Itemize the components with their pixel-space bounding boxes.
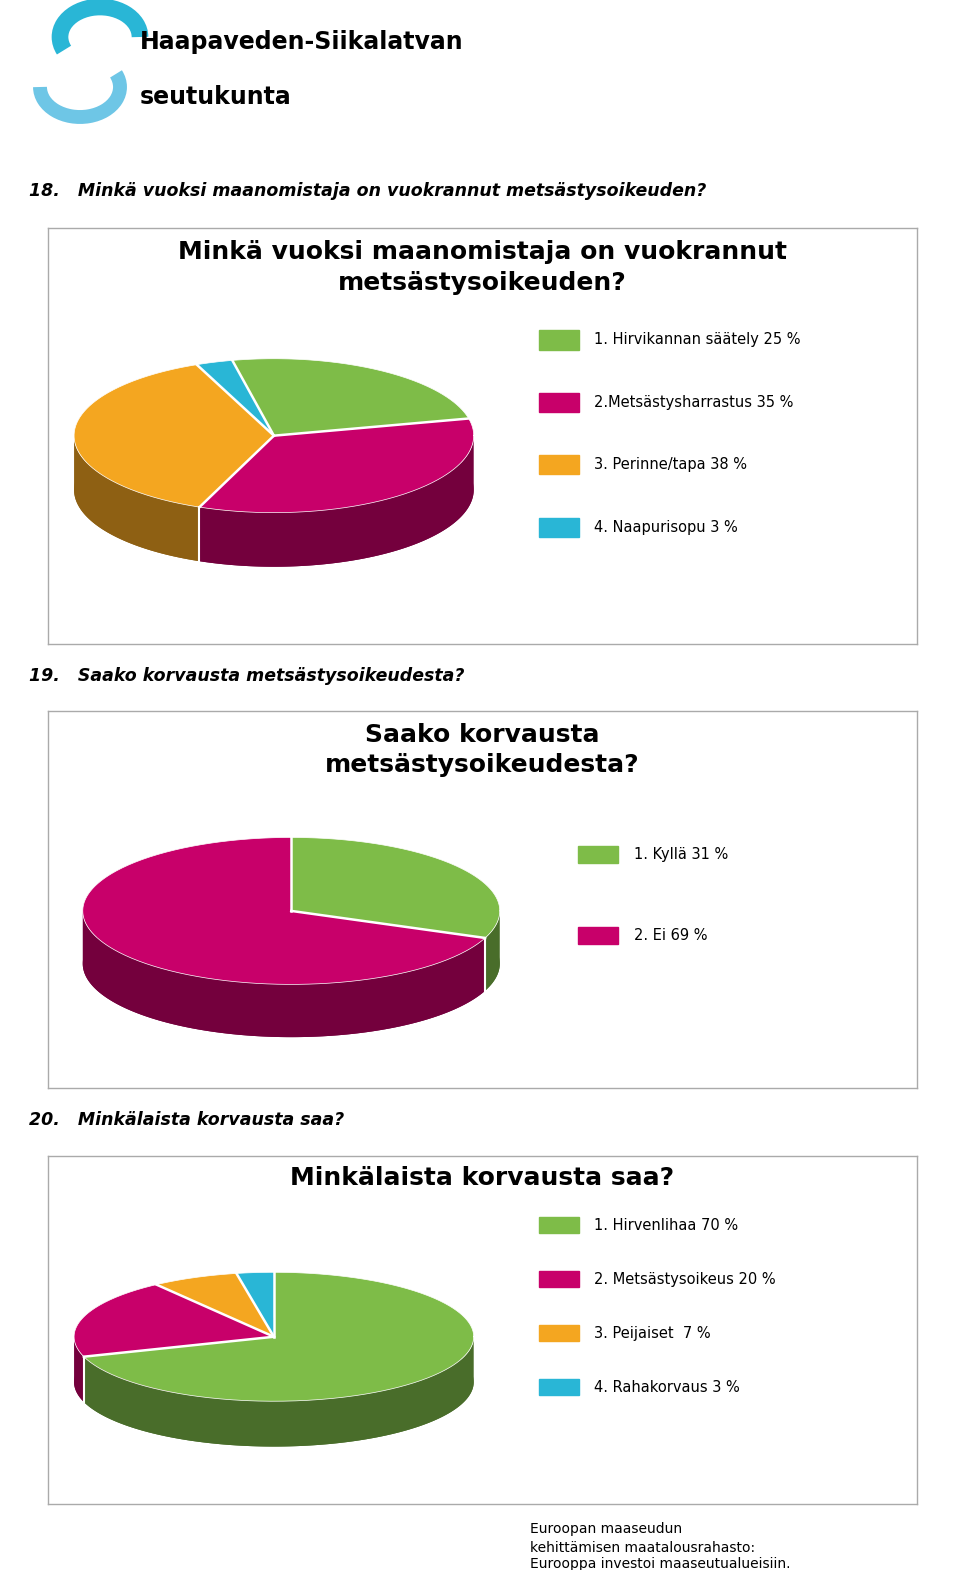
- Text: kehittämisen maatalousrahasto:: kehittämisen maatalousrahasto:: [530, 1540, 756, 1554]
- Polygon shape: [291, 890, 500, 991]
- Text: 2. Ei 69 %: 2. Ei 69 %: [634, 928, 708, 944]
- Text: Eurooppa investoi maaseutualueisiin.: Eurooppa investoi maaseutualueisiin.: [530, 1557, 790, 1570]
- Bar: [578, 926, 618, 944]
- Bar: [539, 392, 579, 411]
- Polygon shape: [197, 361, 274, 436]
- Text: Saako korvausta
metsästysoikeudesta?: Saako korvausta metsästysoikeudesta?: [325, 722, 639, 777]
- Bar: [539, 518, 579, 537]
- Text: Minkälaista korvausta saa?: Minkälaista korvausta saa?: [290, 1167, 675, 1190]
- Bar: [539, 1217, 579, 1234]
- Polygon shape: [83, 890, 485, 1038]
- Polygon shape: [83, 911, 485, 1038]
- Text: Minkä vuoksi maanomistaja on vuokrannut
metsästysoikeuden?: Minkä vuoksi maanomistaja on vuokrannut …: [178, 240, 787, 295]
- Text: 1. Hirvikannan säätely 25 %: 1. Hirvikannan säätely 25 %: [594, 333, 801, 347]
- Text: 19.   Saako korvausta metsästysoikeudesta?: 19. Saako korvausta metsästysoikeudesta?: [29, 667, 465, 685]
- Text: 2.Metsästysharrastus 35 %: 2.Metsästysharrastus 35 %: [594, 396, 794, 410]
- Text: 2. Metsästysoikeus 20 %: 2. Metsästysoikeus 20 %: [594, 1272, 776, 1287]
- Polygon shape: [200, 473, 473, 567]
- Text: Euroopan maaseudun: Euroopan maaseudun: [530, 1523, 683, 1537]
- Polygon shape: [74, 1330, 274, 1402]
- Polygon shape: [74, 1284, 274, 1356]
- Polygon shape: [74, 1336, 84, 1402]
- Polygon shape: [197, 414, 274, 490]
- Bar: [539, 1272, 579, 1287]
- Polygon shape: [84, 1317, 473, 1446]
- Polygon shape: [74, 435, 200, 560]
- Polygon shape: [83, 837, 485, 984]
- Polygon shape: [156, 1273, 274, 1336]
- Bar: [539, 330, 579, 350]
- Polygon shape: [156, 1319, 274, 1382]
- Polygon shape: [485, 911, 500, 991]
- Polygon shape: [200, 436, 473, 567]
- Polygon shape: [84, 1338, 473, 1446]
- Text: 1. Hirvenlihaa 70 %: 1. Hirvenlihaa 70 %: [594, 1218, 738, 1232]
- Polygon shape: [291, 837, 500, 937]
- Bar: [539, 1325, 579, 1341]
- Text: seutukunta: seutukunta: [140, 85, 292, 108]
- Polygon shape: [236, 1317, 274, 1382]
- Polygon shape: [74, 419, 274, 560]
- Text: 18.   Minkä vuoksi maanomistaja on vuokrannut metsästysoikeuden?: 18. Minkä vuoksi maanomistaja on vuokran…: [29, 182, 707, 199]
- Text: 4. Naapurisopu 3 %: 4. Naapurisopu 3 %: [594, 520, 738, 535]
- Polygon shape: [74, 364, 274, 507]
- Text: Haapaveden-Siikalatvan: Haapaveden-Siikalatvan: [140, 30, 464, 53]
- Polygon shape: [232, 358, 468, 436]
- Polygon shape: [232, 413, 468, 490]
- Bar: [539, 1380, 579, 1396]
- Text: 1. Kyllä 31 %: 1. Kyllä 31 %: [634, 846, 728, 862]
- Bar: [539, 455, 579, 474]
- Text: 20.   Minkälaista korvausta saa?: 20. Minkälaista korvausta saa?: [29, 1112, 344, 1129]
- Polygon shape: [236, 1272, 274, 1336]
- Bar: [578, 846, 618, 864]
- Polygon shape: [200, 419, 473, 513]
- Polygon shape: [84, 1272, 473, 1402]
- Text: 4. Rahakorvaus 3 %: 4. Rahakorvaus 3 %: [594, 1380, 740, 1394]
- Text: 3. Perinne/tapa 38 %: 3. Perinne/tapa 38 %: [594, 457, 748, 473]
- Text: 3. Peijaiset  7 %: 3. Peijaiset 7 %: [594, 1325, 711, 1341]
